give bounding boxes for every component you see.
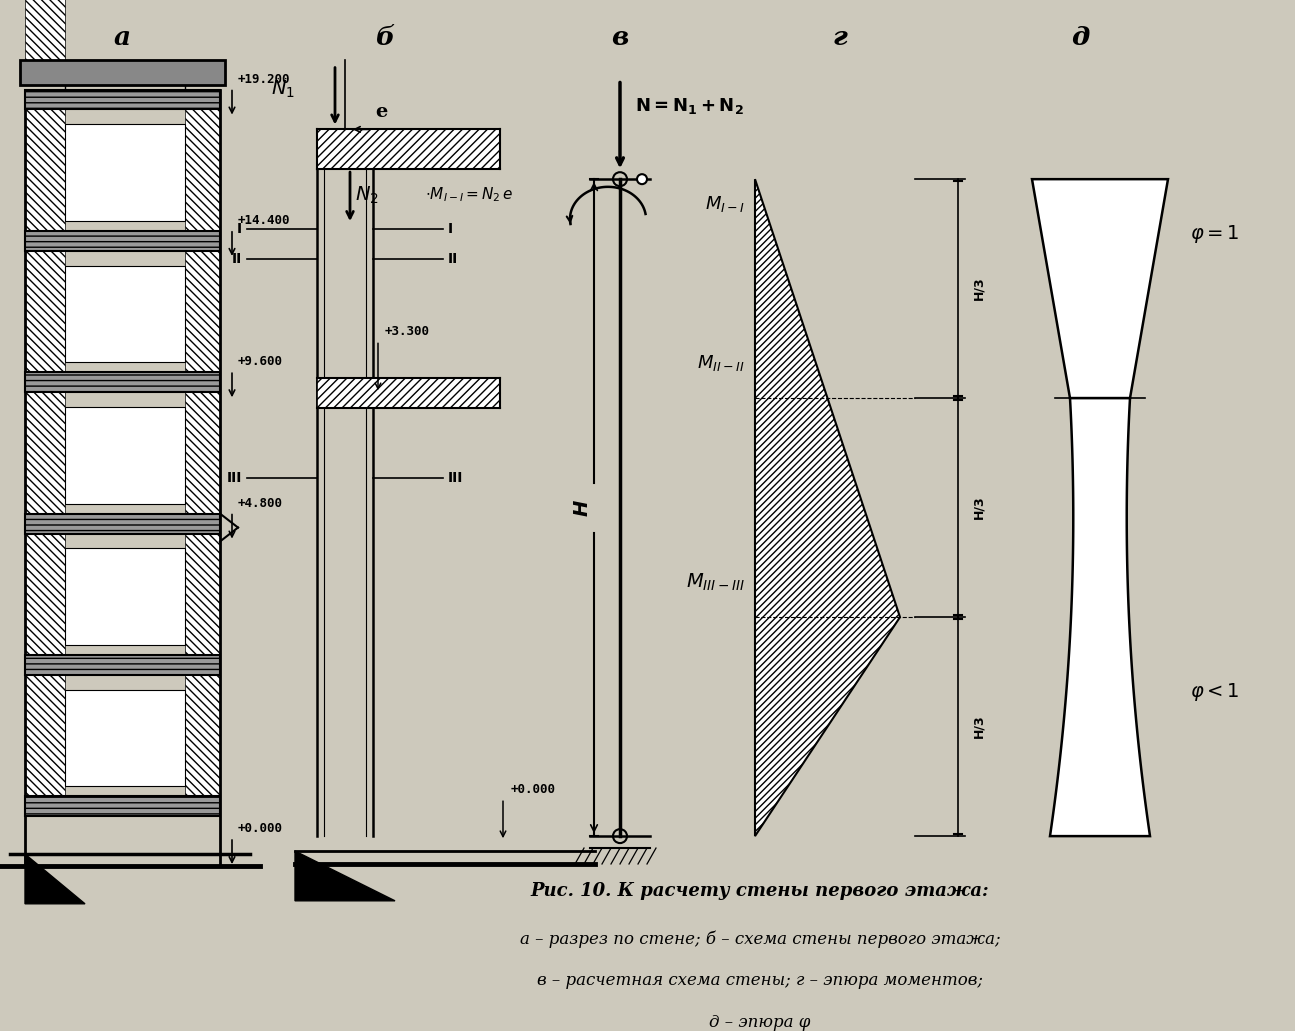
Text: $\cdot M_{I-I}=N_2\,e$: $\cdot M_{I-I}=N_2\,e$ — [425, 186, 513, 204]
Text: +0.000: +0.000 — [238, 822, 284, 835]
Text: д: д — [1071, 25, 1089, 49]
Text: Рис. 10. К расчету стены первого этажа:: Рис. 10. К расчету стены первого этажа: — [531, 882, 989, 900]
Bar — [25, 533, 65, 655]
Text: +0.000: +0.000 — [512, 784, 556, 796]
Text: д – эпюра φ: д – эпюра φ — [710, 1015, 811, 1031]
Text: в – расчетная схема стены; г – эпюра моментов;: в – расчетная схема стены; г – эпюра мом… — [537, 972, 983, 990]
Text: +19.200: +19.200 — [238, 72, 290, 86]
Bar — [65, 407, 185, 504]
Polygon shape — [295, 851, 395, 901]
Text: $N_2$: $N_2$ — [355, 186, 379, 206]
Text: H/3: H/3 — [973, 496, 985, 520]
Text: а – разрез по стене; б – схема стены первого этажа;: а – разрез по стене; б – схема стены пер… — [519, 930, 1000, 947]
Text: III: III — [448, 471, 464, 485]
Polygon shape — [1032, 179, 1168, 398]
Text: H/3: H/3 — [973, 277, 985, 300]
Text: +3.300: +3.300 — [385, 326, 430, 338]
Bar — [25, 675, 65, 796]
Text: +9.600: +9.600 — [238, 356, 284, 368]
Text: I: I — [237, 222, 242, 236]
Text: I: I — [448, 222, 453, 236]
Text: $N_1$: $N_1$ — [271, 78, 295, 100]
Text: $\varphi < 1$: $\varphi < 1$ — [1190, 680, 1239, 703]
Text: $\mathbf{N = N_1 + N_2}$: $\mathbf{N = N_1 + N_2}$ — [635, 97, 743, 117]
Text: а: а — [114, 25, 131, 49]
Bar — [25, 513, 220, 533]
Text: г: г — [833, 25, 847, 49]
Text: II: II — [232, 252, 242, 266]
Text: $M_{II-II}$: $M_{II-II}$ — [698, 354, 745, 373]
Text: III: III — [227, 471, 242, 485]
Bar — [65, 266, 185, 362]
Text: б: б — [376, 25, 395, 49]
Bar — [25, 655, 220, 675]
Text: +14.400: +14.400 — [238, 214, 290, 227]
Polygon shape — [755, 179, 900, 836]
Bar — [185, 533, 220, 655]
Bar — [65, 125, 185, 221]
Text: в: в — [611, 25, 628, 49]
Bar — [185, 109, 220, 231]
Bar — [25, 796, 220, 817]
Circle shape — [637, 174, 648, 185]
Text: H: H — [572, 499, 592, 516]
Bar — [65, 548, 185, 645]
Text: $\varphi = 1$: $\varphi = 1$ — [1190, 223, 1239, 245]
Bar — [25, 392, 65, 513]
Bar — [317, 378, 500, 408]
Bar — [25, 231, 220, 251]
Bar — [25, 109, 65, 231]
Bar — [317, 130, 500, 169]
Bar — [25, 372, 220, 392]
Bar — [25, 0, 65, 60]
Text: e: e — [376, 103, 387, 122]
Bar — [19, 60, 225, 85]
Text: II: II — [448, 252, 458, 266]
Polygon shape — [1050, 398, 1150, 836]
Bar — [185, 251, 220, 372]
Text: H/3: H/3 — [973, 714, 985, 738]
Bar — [25, 90, 220, 109]
Text: +4.800: +4.800 — [238, 497, 284, 509]
Bar — [25, 251, 65, 372]
Bar — [185, 675, 220, 796]
Bar — [185, 392, 220, 513]
Polygon shape — [25, 854, 85, 904]
Bar — [65, 690, 185, 787]
Text: $M_{III-III}$: $M_{III-III}$ — [685, 571, 745, 593]
Text: $M_{I-I}$: $M_{I-I}$ — [704, 194, 745, 214]
